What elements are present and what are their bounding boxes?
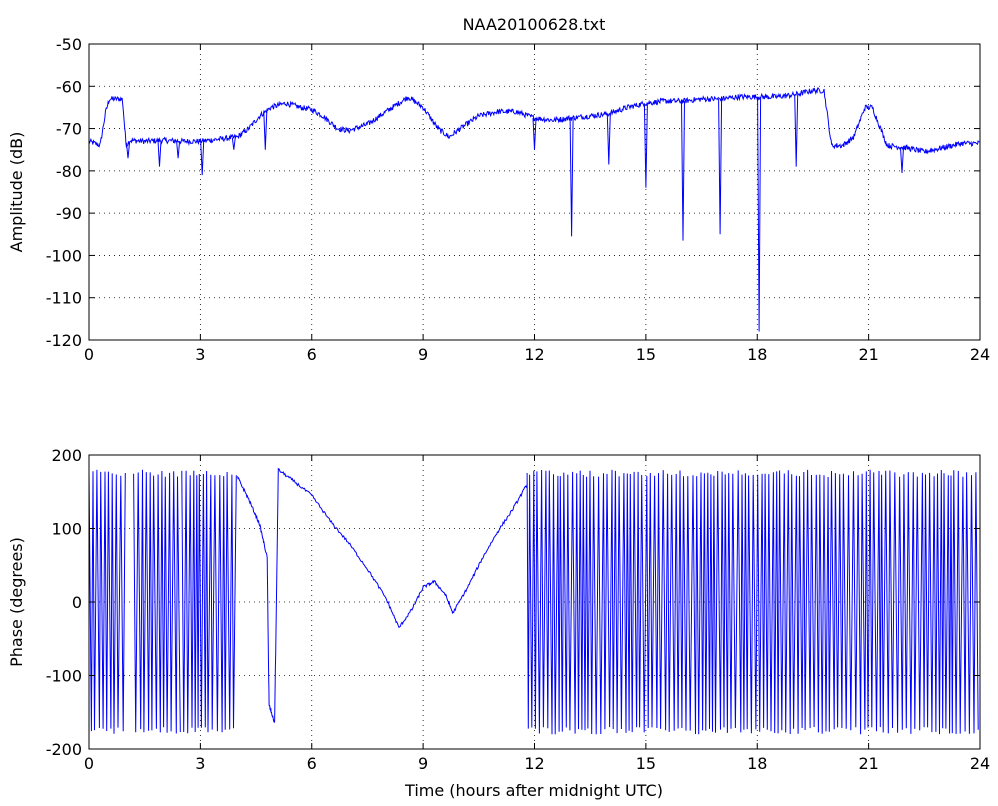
y-tick-label: -110 — [46, 289, 82, 308]
amplitude-dip — [176, 141, 181, 159]
phase-oscillation — [88, 469, 126, 734]
x-tick-label: 0 — [84, 754, 94, 773]
y-tick-label: -120 — [46, 331, 82, 350]
y-tick-label: -80 — [56, 162, 82, 181]
phase-axes: 0 3 6 9 12 15 18 21 24 200 100 0 -100 -200 — [46, 446, 990, 773]
amplitude-dip — [231, 137, 236, 150]
amplitude-dip — [757, 96, 762, 332]
y-tick-label: -50 — [56, 35, 82, 54]
x-tick-label: 24 — [970, 754, 990, 773]
phase-series — [88, 467, 979, 735]
amplitude-dip — [794, 94, 799, 167]
amplitude-line — [88, 87, 980, 155]
amplitude-dip — [532, 117, 537, 150]
y-tick-label: -100 — [46, 667, 82, 686]
x-tick-label: 6 — [307, 345, 317, 364]
amplitude-dip — [200, 140, 205, 176]
x-tick-label: 3 — [195, 754, 205, 773]
phase-line — [237, 467, 528, 724]
x-tick-label: 21 — [858, 345, 878, 364]
y-tick-label: -60 — [56, 77, 82, 96]
x-tick-label: 9 — [418, 754, 428, 773]
x-tick-label: 15 — [636, 345, 656, 364]
amplitude-series — [88, 87, 980, 332]
x-tick-label: 18 — [747, 345, 767, 364]
y-tick-label: -200 — [46, 740, 82, 759]
amplitude-dip — [606, 113, 611, 165]
phase-oscillation — [133, 469, 181, 734]
x-tick-label: 9 — [418, 345, 428, 364]
amplitude-dip — [126, 142, 130, 159]
axes-frame — [88, 43, 981, 341]
amplitude-dip — [157, 140, 162, 167]
x-tick-label: 12 — [524, 754, 544, 773]
x-tick-label: 15 — [636, 754, 656, 773]
phase-oscillation — [526, 469, 979, 735]
y-tick-label: 200 — [51, 446, 82, 465]
x-tick-label: 12 — [524, 345, 544, 364]
x-tick-label: 21 — [858, 754, 878, 773]
amplitude-dip — [718, 98, 723, 235]
x-tick-label: 3 — [195, 345, 205, 364]
amplitude-dip — [263, 111, 268, 150]
amplitude-dip — [569, 117, 574, 237]
x-tick-label: 0 — [84, 345, 94, 364]
amplitude-dip — [681, 101, 685, 241]
y-tick-label: 0 — [72, 593, 82, 612]
y-tick-label: 100 — [51, 520, 82, 539]
phase-axis-label: Phase (degrees) — [7, 537, 26, 667]
amplitude-dip — [643, 103, 648, 188]
y-tick-label: -100 — [46, 246, 82, 265]
y-tick-label: -90 — [56, 204, 82, 223]
time-axis-label: Time (hours after midnight UTC) — [404, 781, 663, 800]
amplitude-axis-label: Amplitude (dB) — [7, 132, 26, 253]
amplitude-dip — [900, 147, 904, 174]
y-tick-label: -70 — [56, 120, 82, 139]
x-tick-label: 18 — [747, 754, 767, 773]
x-tick-label: 24 — [970, 345, 990, 364]
amplitude-axes: 0 3 6 9 12 15 18 21 24 -50 -60 -70 -80 -90 -100 -110 -12… — [46, 35, 990, 364]
chart-title: NAA20100628.txt — [463, 15, 606, 34]
phase-oscillation — [181, 470, 237, 734]
x-tick-label: 6 — [307, 754, 317, 773]
